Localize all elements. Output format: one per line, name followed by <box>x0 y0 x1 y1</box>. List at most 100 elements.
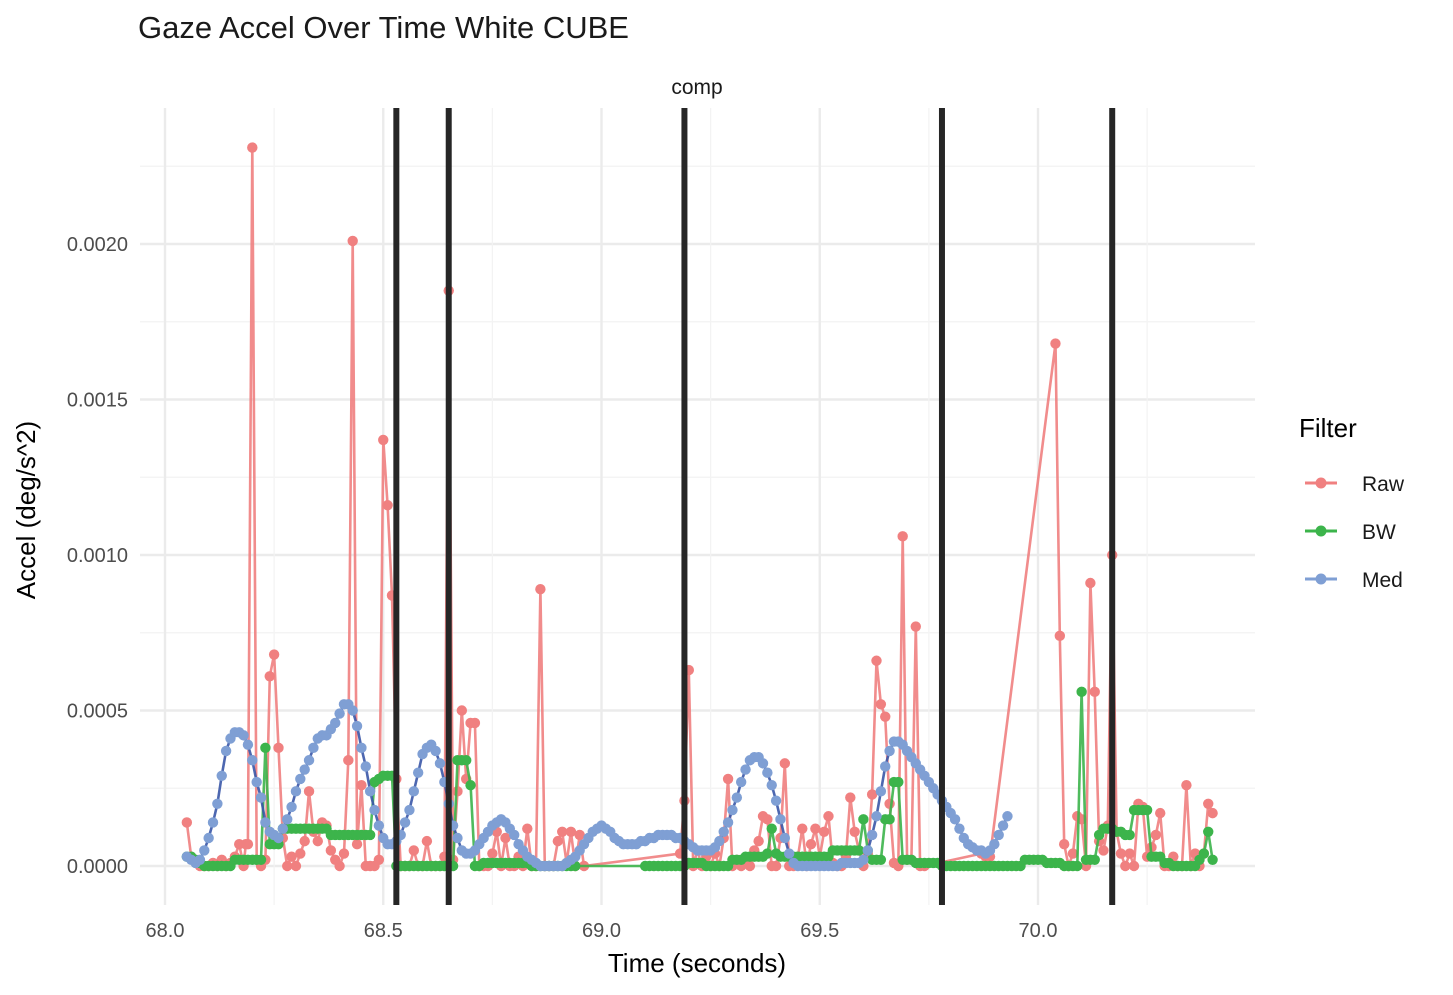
data-point-raw <box>779 758 791 769</box>
data-point-med <box>714 835 725 847</box>
data-point-med <box>260 817 271 828</box>
chart-title: Gaze Accel Over Time White CUBE <box>138 10 629 45</box>
data-point-bw <box>1072 860 1083 872</box>
data-point-raw <box>382 500 393 511</box>
data-point-med <box>735 776 747 788</box>
data-point-raw <box>574 829 585 841</box>
data-point-bw <box>364 829 376 841</box>
data-point-raw <box>334 860 345 872</box>
data-point-raw <box>1207 807 1218 819</box>
data-point-raw <box>884 798 895 809</box>
data-point-med <box>509 829 520 841</box>
data-point-raw <box>871 655 882 666</box>
x-tick-label: 69.0 <box>582 920 621 942</box>
data-point-med <box>762 767 773 778</box>
data-point-raw <box>469 717 481 729</box>
data-point-raw <box>1181 779 1192 791</box>
series-med <box>181 699 1013 872</box>
data-point-med <box>216 770 227 782</box>
data-point-raw <box>897 531 908 542</box>
data-point-med <box>242 739 254 750</box>
data-point-raw <box>1058 839 1070 850</box>
legend-key-point <box>1315 573 1327 585</box>
data-point-med <box>722 817 734 828</box>
data-point-med <box>295 773 306 785</box>
data-point-med <box>212 798 223 809</box>
data-point-med <box>954 823 965 834</box>
data-point-med <box>871 811 882 822</box>
legend-label: BW <box>1362 521 1396 544</box>
data-point-med <box>347 705 358 716</box>
data-point-raw <box>181 817 193 828</box>
x-tick-label: 70.0 <box>1019 920 1058 942</box>
data-point-med <box>299 764 310 775</box>
legend-item-bw: BW <box>1305 521 1396 544</box>
data-point-raw <box>282 860 293 872</box>
data-point-med <box>356 742 367 754</box>
grid <box>140 108 1255 905</box>
data-point-bw <box>858 814 869 825</box>
data-point-bw <box>884 814 895 825</box>
data-point-med <box>770 795 782 806</box>
y-tick-label: 0.0000 <box>67 856 128 878</box>
data-point-med <box>727 804 738 816</box>
legend-label: Med <box>1362 569 1403 592</box>
data-point-raw <box>500 832 511 844</box>
data-point-bw <box>1203 826 1214 837</box>
data-point-raw <box>552 835 564 847</box>
data-point-med <box>989 839 1000 850</box>
data-point-raw <box>557 826 568 837</box>
data-point-raw <box>565 826 577 837</box>
legend-key-point <box>1315 477 1327 489</box>
data-point-raw <box>264 671 275 682</box>
x-tick-label: 69.5 <box>800 920 839 942</box>
data-point-med <box>247 755 258 766</box>
data-point-med <box>220 745 232 757</box>
data-point-bw <box>465 779 476 791</box>
legend-label: Raw <box>1362 473 1405 496</box>
data-point-raw <box>1128 860 1140 872</box>
data-point-raw <box>910 621 921 632</box>
data-point-raw <box>351 839 363 850</box>
data-point-raw <box>247 142 258 153</box>
data-point-med <box>997 820 1009 831</box>
data-point-med <box>993 829 1004 841</box>
data-point-raw <box>343 755 354 766</box>
data-point-raw <box>1098 845 1109 856</box>
data-point-med <box>290 786 302 797</box>
data-point-raw <box>753 835 764 847</box>
data-point-raw <box>805 839 817 850</box>
data-point-raw <box>338 848 350 859</box>
y-tick-label: 0.0020 <box>67 234 128 256</box>
data-point-med <box>775 814 786 825</box>
y-tick-label: 0.0010 <box>67 545 128 567</box>
data-point-raw <box>1120 860 1131 872</box>
data-point-raw <box>880 711 891 722</box>
data-point-med <box>757 758 769 769</box>
data-point-raw <box>303 786 315 797</box>
data-point-med <box>434 758 446 769</box>
data-point-raw <box>487 848 498 859</box>
data-point-bw <box>1124 829 1135 841</box>
data-point-raw <box>1085 577 1096 589</box>
data-point-med <box>731 792 743 803</box>
data-point-raw <box>770 860 782 872</box>
data-point-raw <box>818 826 830 837</box>
data-point-med <box>766 779 777 791</box>
data-point-raw <box>1155 807 1166 819</box>
x-tick-labels: 68.0 68.5 69.0 69.5 70.0 <box>146 920 1058 942</box>
data-point-med <box>334 708 345 719</box>
data-point-med <box>360 761 371 772</box>
data-point-raw <box>1203 798 1214 809</box>
data-point-med <box>875 786 887 797</box>
data-point-med <box>1002 811 1013 822</box>
data-point-raw <box>1050 338 1061 349</box>
data-point-bw <box>1076 686 1087 698</box>
data-point-med <box>949 814 961 825</box>
series-raw <box>181 142 1218 872</box>
data-point-raw <box>849 826 860 837</box>
data-point-bw <box>762 848 773 859</box>
data-point-bw <box>460 755 472 766</box>
data-point-med <box>203 832 214 844</box>
data-point-raw <box>356 779 367 791</box>
